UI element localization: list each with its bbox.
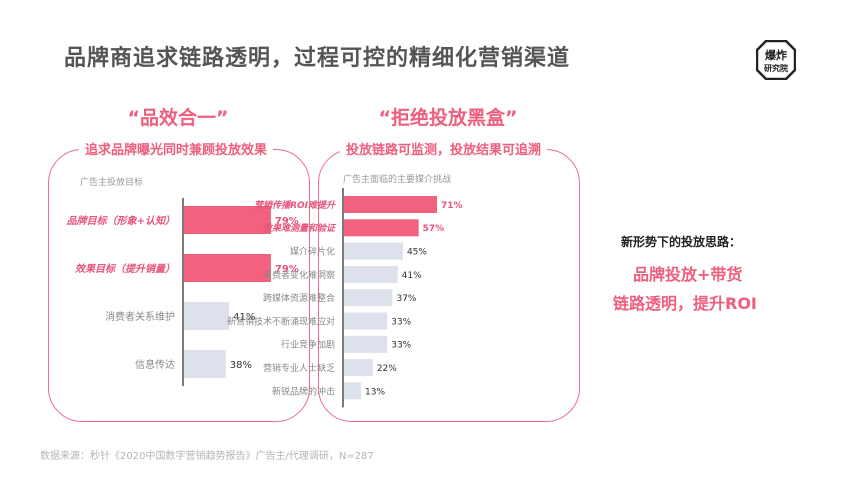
brand-logo: 爆炸 研究院 <box>756 40 796 80</box>
goals-category-label-0: 品牌目标（形象+认知） <box>67 215 175 227</box>
goals-category-label-1: 效果目标（提升销量） <box>74 263 175 275</box>
challenges-bar-6 <box>344 335 388 353</box>
right-panel-subtitle: 投放链路可监测，投放结果可追溯 <box>340 139 548 158</box>
challenges-bar-3 <box>344 265 398 283</box>
challenges-bar-1 <box>344 219 419 237</box>
logo-line2: 研究院 <box>764 63 788 73</box>
challenges-category-label-6: 行业竞争加剧 <box>281 339 335 351</box>
side-line-1: 品牌投放+带货 <box>633 265 743 284</box>
challenges-value-label-3: 41% <box>402 271 422 281</box>
challenges-bar-0 <box>344 196 438 213</box>
challenges-category-label-4: 跨媒体资源难整合 <box>263 292 335 304</box>
goals-category-label-3: 信息传达 <box>135 358 175 371</box>
challenges-category-label-5: 新营销技术不断涌现难应对 <box>227 315 335 327</box>
challenges-value-label-2: 45% <box>407 248 427 258</box>
goals-category-label-2: 消费者关系维护 <box>105 310 175 323</box>
challenges-value-label-1: 57% <box>423 224 445 234</box>
challenges-bar-7 <box>344 359 373 377</box>
goals-bar-2 <box>184 302 230 330</box>
challenges-value-label-4: 37% <box>396 294 416 304</box>
challenges-bar-5 <box>344 312 388 330</box>
challenges-bar-2 <box>344 242 403 260</box>
goals-value-label-3: 38% <box>230 360 252 371</box>
challenges-value-label-8: 13% <box>365 387 385 397</box>
challenges-category-label-8: 新锐品牌的冲击 <box>272 385 335 397</box>
challenges-value-label-6: 33% <box>391 341 411 351</box>
challenges-category-label-3: 消费者变化难洞察 <box>263 269 335 281</box>
goals-bar-3 <box>184 350 226 378</box>
goals-value-label-0: 79% <box>275 216 299 227</box>
right-panel-caption: 广告主面临的主要媒介挑战 <box>343 175 452 185</box>
challenges-category-label-7: 营销专业人士缺乏 <box>263 362 335 374</box>
side-line-2: 链路透明，提升ROI <box>613 294 757 313</box>
goals-value-label-2: 41% <box>233 312 255 323</box>
logo-line1: 爆炸 <box>765 48 787 62</box>
challenges-value-label-7: 22% <box>377 364 397 374</box>
page-title: 品牌商追求链路透明，过程可控的精细化营销渠道 <box>64 46 571 71</box>
left-panel-subtitle: 追求品牌曝光同时兼顾投放效果 <box>79 139 274 158</box>
challenges-category-label-0: 营销传播ROI难提升 <box>254 200 336 211</box>
side-heading: 新形势下的投放思路： <box>621 235 742 249</box>
challenges-bar-8 <box>344 382 362 400</box>
goals-value-label-1: 79% <box>275 264 299 275</box>
challenges-value-label-0: 71% <box>441 201 463 211</box>
challenges-category-label-1: 效果难测量和验证 <box>263 223 337 234</box>
challenges-value-label-5: 33% <box>391 317 411 327</box>
goals-bar-0 <box>184 206 271 234</box>
source-note: 数据来源：秒针《2020中国数字营销趋势报告》广告主/代理调研，N=287 <box>40 451 374 462</box>
right-panel-quote: “拒绝投放黑盒” <box>378 107 518 129</box>
challenges-category-label-2: 媒介碎片化 <box>290 246 335 258</box>
goals-bar-1 <box>184 254 271 282</box>
left-panel-caption: 广告主投放目标 <box>80 178 144 188</box>
left-panel-quote: “品效合一” <box>127 107 229 129</box>
challenges-bar-4 <box>344 289 393 307</box>
